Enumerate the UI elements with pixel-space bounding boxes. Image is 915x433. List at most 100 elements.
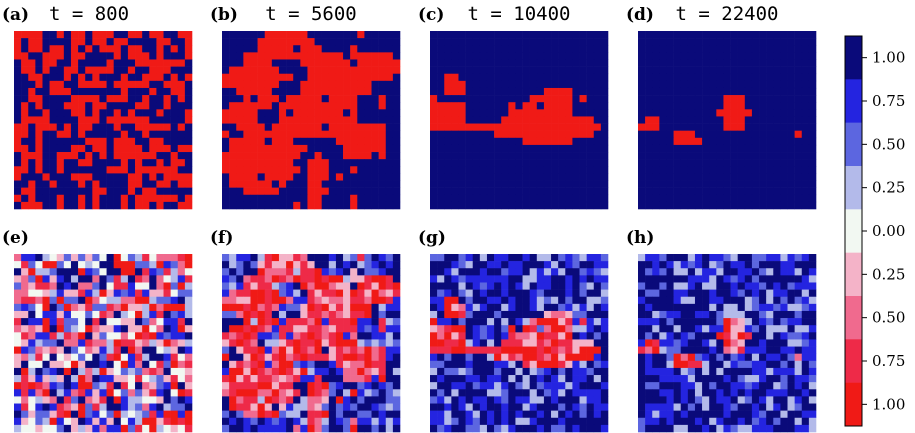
heatmap-cell: [687, 38, 696, 46]
heatmap-cell: [437, 173, 445, 181]
heatmap-cell: [687, 59, 696, 67]
heatmap-cell: [307, 194, 315, 203]
heatmap-cell: [163, 375, 171, 383]
heatmap-cell: [21, 410, 29, 419]
heatmap-cell: [737, 52, 746, 60]
heatmap-cell: [529, 66, 538, 75]
heatmap-cell: [673, 109, 682, 117]
heatmap-cell: [759, 102, 767, 110]
heatmap-cell: [494, 73, 502, 82]
heatmap-cell: [85, 346, 93, 354]
heatmap-cell: [730, 152, 738, 160]
heatmap-cell: [508, 360, 516, 369]
heatmap-cell: [385, 310, 394, 319]
heatmap-cell: [787, 268, 795, 276]
heatmap-cell: [759, 144, 767, 153]
heatmap-cell: [458, 87, 466, 96]
heatmap-cell: [278, 403, 287, 411]
heatmap-cell: [730, 282, 738, 290]
heatmap-cell: [49, 268, 58, 276]
heatmap-cell: [250, 303, 258, 312]
heatmap-cell: [645, 95, 653, 103]
heatmap-cell: [278, 187, 287, 196]
heatmap-cell: [702, 31, 710, 39]
heatmap-cell: [723, 261, 731, 269]
heatmap-cell: [536, 130, 545, 139]
heatmap-cell: [723, 296, 731, 305]
heatmap-cell: [350, 396, 358, 404]
heatmap-cell: [278, 173, 287, 181]
heatmap-cell: [99, 403, 107, 411]
heatmap-cell: [687, 194, 696, 203]
heatmap-cell: [350, 303, 358, 312]
heatmap-cell: [170, 123, 179, 131]
heatmap-cell: [49, 45, 58, 53]
heatmap-cell: [300, 375, 308, 383]
heatmap-cell: [350, 403, 358, 411]
heatmap-cell: [357, 389, 365, 397]
heatmap-cell: [21, 102, 29, 110]
heatmap-cell: [250, 159, 258, 167]
heatmap-cell: [652, 303, 660, 312]
heatmap-cell: [135, 52, 143, 60]
heatmap-cell: [737, 325, 746, 333]
heatmap-cell: [35, 95, 43, 103]
heatmap-cell: [113, 201, 122, 210]
heatmap-cell: [385, 194, 394, 203]
heatmap-cell: [56, 180, 65, 188]
heatmap-cell: [565, 346, 573, 354]
heatmap-cell: [451, 367, 459, 376]
heatmap-cell: [378, 254, 387, 262]
heatmap-cell: [744, 31, 753, 39]
heatmap-cell: [70, 38, 79, 46]
heatmap-cell: [565, 410, 573, 419]
heatmap-cell: [723, 268, 731, 276]
heatmap-cell: [156, 59, 164, 67]
heatmap-cell: [751, 45, 760, 53]
heatmap-cell: [92, 310, 100, 319]
heatmap-cell: [156, 310, 164, 319]
heatmap-cell: [680, 389, 689, 397]
heatmap-cell: [522, 159, 530, 167]
heatmap-cell: [659, 282, 667, 290]
heatmap-cell: [21, 318, 29, 326]
heatmap-cell: [21, 268, 29, 276]
heatmap-cell: [458, 102, 466, 110]
heatmap-cell: [106, 130, 114, 139]
heatmap-cell: [222, 144, 230, 153]
heatmap-cell: [28, 66, 36, 75]
heatmap-cell: [638, 52, 646, 60]
heatmap-cell: [458, 254, 466, 262]
heatmap-cell: [645, 130, 653, 139]
heatmap-cell: [177, 275, 186, 283]
heatmap-cell: [63, 173, 72, 181]
heatmap-cell: [42, 102, 50, 110]
heatmap-cell: [364, 130, 372, 139]
heatmap-cell: [21, 201, 29, 210]
heatmap-cell: [343, 339, 351, 347]
heatmap-cell: [508, 353, 516, 362]
heatmap-cell: [451, 38, 459, 46]
heatmap-cell: [694, 116, 703, 124]
heatmap-cell: [780, 360, 788, 369]
heatmap-cell: [49, 367, 58, 376]
heatmap-cell: [250, 289, 258, 298]
heatmap-cell: [314, 109, 322, 117]
heatmap-cell: [702, 123, 710, 131]
heatmap-cell: [63, 109, 72, 117]
heatmap-cell: [264, 396, 273, 404]
heatmap-cell: [723, 166, 731, 174]
heatmap-cell: [149, 389, 157, 397]
heatmap-cell: [85, 52, 93, 60]
heatmap-cell: [430, 332, 438, 340]
heatmap-cell: [801, 52, 810, 60]
heatmap-cell: [515, 187, 523, 196]
heatmap-cell: [529, 318, 538, 326]
heatmap-cell: [250, 382, 258, 390]
heatmap-cell: [536, 109, 545, 117]
heatmap-cell: [586, 166, 595, 174]
heatmap-cell: [364, 159, 372, 167]
heatmap-cell: [687, 396, 696, 404]
heatmap-cell: [638, 144, 646, 153]
heatmap-cell: [56, 45, 65, 53]
